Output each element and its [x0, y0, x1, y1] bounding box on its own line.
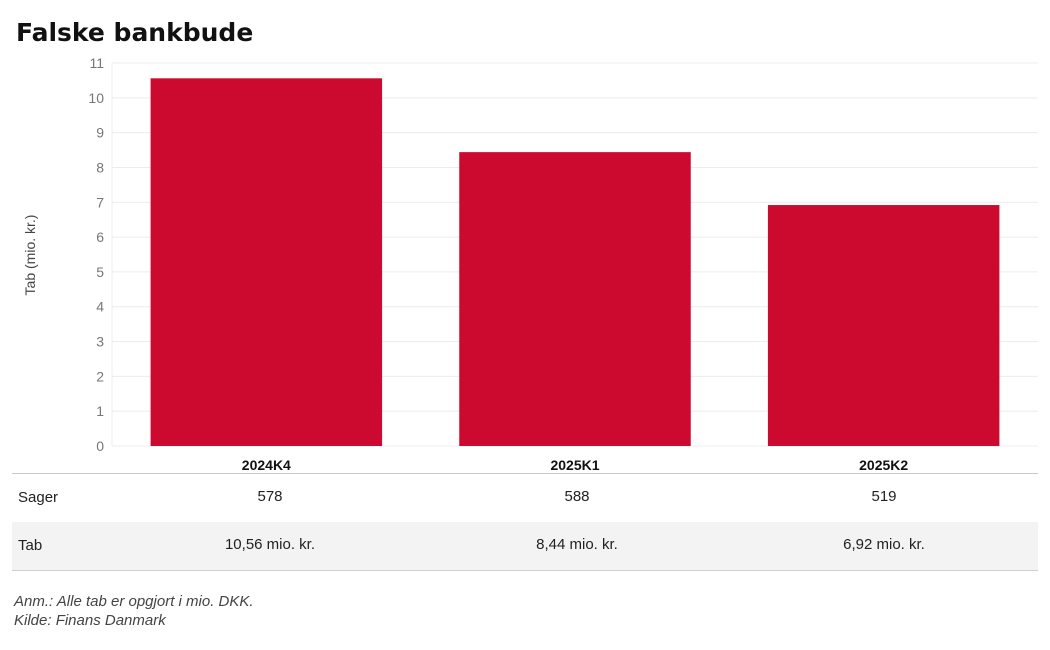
table-cell: 588	[564, 488, 590, 505]
y-tick-label: 5	[96, 264, 104, 280]
y-tick-label: 4	[96, 299, 104, 315]
bars	[150, 78, 1000, 446]
table-cell: 10,56 mio. kr.	[224, 536, 316, 553]
y-axis-ticks: 0 1 2 3 4 5 6 7 8 9 10 11	[88, 55, 104, 454]
bar-2025K1	[459, 152, 691, 446]
x-category-label: 2024K4	[242, 457, 291, 473]
chart-notes: Anm.: Alle tab er opgjort i mio. DKK. Ki…	[14, 592, 254, 630]
y-tick-label: 10	[88, 90, 104, 106]
y-tick-label: 7	[96, 194, 104, 210]
y-tick-label: 3	[96, 334, 104, 350]
data-table: Sager 578 588 519 Tab 10,56 mio. kr. 8,4…	[12, 474, 1038, 571]
table-cell: 578	[257, 488, 283, 505]
row-label-tab: Tab	[18, 537, 43, 554]
x-axis-categories: 2024K4 2025K1 2025K2	[242, 457, 909, 473]
y-axis-label: Tab (mio. kr.)	[22, 215, 38, 296]
table-row-sager: Sager 578 588 519	[12, 474, 1038, 522]
x-category-label: 2025K2	[859, 457, 908, 473]
table-cell: 8,44 mio. kr.	[536, 536, 618, 553]
bar-2024K4	[150, 78, 383, 446]
row-label-sager: Sager	[18, 489, 59, 506]
table-row-tab: Tab 10,56 mio. kr. 8,44 mio. kr. 6,92 mi…	[12, 522, 1038, 571]
bar-2025K2	[767, 205, 1000, 446]
y-tick-label: 8	[96, 159, 104, 175]
table-cell: 519	[871, 488, 897, 505]
table-cell: 6,92 mio. kr.	[843, 536, 925, 553]
y-tick-label: 2	[96, 368, 104, 384]
bar-chart: 0 1 2 3 4 5 6 7 8 9 10 11 Tab (mio. kr.) 2024K4 2025…	[12, 55, 1038, 474]
source-text: Kilde: Finans Danmark	[14, 612, 166, 629]
x-category-label: 2025K1	[550, 457, 599, 473]
y-tick-label: 9	[96, 125, 104, 141]
note-text: Anm.: Alle tab er opgjort i mio. DKK.	[14, 593, 254, 610]
y-tick-label: 1	[96, 403, 104, 419]
y-tick-label: 6	[96, 229, 104, 245]
y-tick-label: 11	[89, 55, 104, 71]
chart-title: Falske bankbude	[16, 18, 254, 47]
y-tick-label: 0	[96, 438, 104, 454]
